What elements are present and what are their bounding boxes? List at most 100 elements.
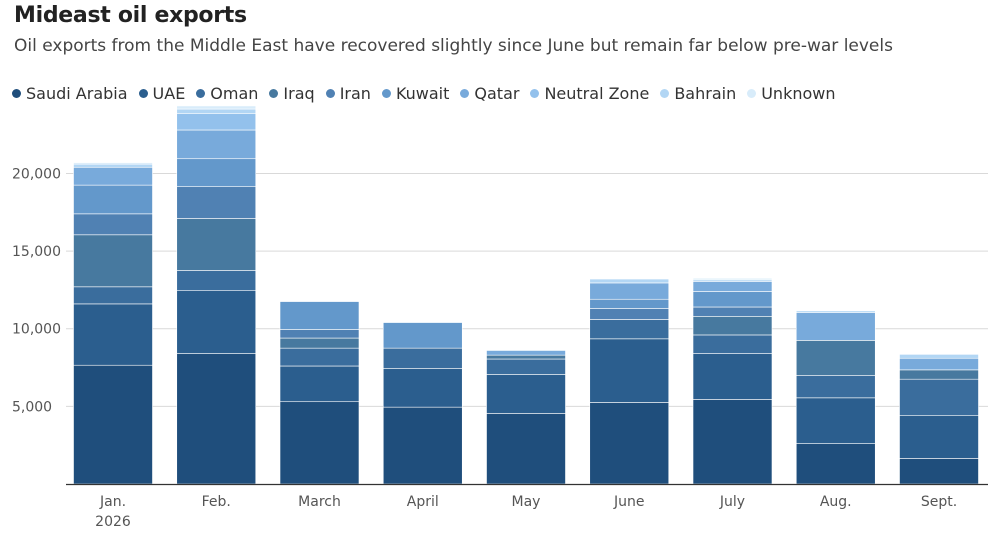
legend-label: Qatar	[474, 84, 520, 103]
y-tick-label: 10,000	[12, 322, 61, 338]
bar-segment	[899, 378, 979, 416]
bar-segment	[73, 163, 153, 168]
legend-swatch	[325, 89, 335, 98]
bar-segment	[279, 301, 360, 330]
y-tick-label: 20,000	[12, 166, 61, 182]
legend-swatch	[196, 89, 206, 98]
bar-segment	[692, 291, 773, 308]
legend-swatch	[460, 89, 470, 98]
y-tick-label: 5,000	[12, 399, 52, 415]
chart-title: Mideast oil exports	[14, 3, 247, 28]
legend-label: Neutral Zone	[544, 84, 650, 103]
bar-segment	[899, 458, 979, 485]
bar-segment	[692, 316, 773, 336]
bar-segment	[486, 374, 566, 414]
legend-swatch	[138, 89, 148, 98]
x-tick-label: April	[407, 494, 439, 510]
bar-segment	[73, 213, 153, 236]
legend-item: Kuwait	[381, 84, 450, 103]
bar-segment	[486, 350, 566, 356]
bar-segment	[176, 158, 257, 187]
bar-segment	[176, 186, 257, 219]
legend-label: Kuwait	[395, 84, 450, 103]
bar-segment	[795, 375, 876, 399]
legend-swatch	[381, 89, 391, 98]
x-tick-label: June	[613, 494, 645, 510]
bar-segment	[73, 364, 153, 485]
bar-segment	[795, 310, 876, 313]
bar-segment	[73, 162, 153, 165]
bar-segment	[176, 108, 257, 114]
legend-item: Bahrain	[660, 84, 736, 103]
bar-segment	[795, 340, 876, 376]
bar-segment	[382, 406, 463, 485]
bar-segment	[692, 306, 773, 317]
legend-item: Saudi Arabia	[12, 84, 128, 103]
bar-segment	[692, 281, 773, 292]
x-tick-label: July	[719, 494, 745, 510]
legend-label: Saudi Arabia	[26, 84, 128, 103]
bar-segment	[279, 401, 360, 485]
bar-segment	[176, 353, 257, 485]
bar-segment	[589, 282, 670, 300]
legend-item: Iraq	[269, 84, 315, 103]
legend-swatch	[530, 89, 540, 98]
bar-segment	[382, 368, 463, 408]
bar-segment	[692, 334, 773, 354]
bar-segment	[73, 234, 153, 288]
legend-item: Qatar	[460, 84, 519, 103]
bar-segment	[73, 184, 153, 215]
bar-segment	[692, 399, 773, 485]
bar-segment	[899, 357, 979, 371]
bar-segment	[589, 308, 670, 320]
bar-segment	[486, 413, 566, 485]
legend-label: Oman	[210, 84, 259, 103]
bar-segment	[176, 113, 257, 131]
x-tick-label: Jan.	[99, 494, 126, 510]
chart-legend: Saudi Arabia UAE Oman Iraq Iran Kuwait Qatar Ne…	[12, 84, 847, 103]
x-tick-label: May	[512, 494, 541, 510]
bar-segment	[279, 347, 360, 367]
legend-item: Unknown	[747, 84, 836, 103]
bar-segment	[589, 338, 670, 403]
legend-label: Iraq	[283, 84, 315, 103]
bar-segment	[279, 337, 360, 349]
bar-segment	[899, 415, 979, 459]
bar-segment	[589, 319, 670, 340]
bar-segment	[382, 322, 463, 349]
bar-segment	[795, 397, 876, 444]
bar-segment	[589, 298, 670, 309]
bar-segment	[176, 129, 257, 160]
bar-segment	[176, 270, 257, 291]
legend-label: Bahrain	[674, 84, 737, 103]
bar-segment	[73, 166, 153, 186]
chart-subtitle: Oil exports from the Middle East have re…	[14, 36, 893, 56]
legend-label: UAE	[152, 84, 186, 103]
bar-segment	[382, 347, 463, 369]
bar-segment	[589, 278, 670, 284]
bar-segment	[589, 402, 670, 485]
legend-swatch	[12, 89, 21, 98]
bar-segment	[73, 303, 153, 366]
legend-item: UAE	[138, 84, 186, 103]
bar-segment	[73, 286, 153, 305]
legend-swatch	[747, 89, 757, 98]
bar-segment	[176, 218, 257, 271]
x-tick-sublabel: 2026	[95, 514, 131, 530]
bar-segment	[486, 358, 566, 375]
legend-label: Unknown	[761, 84, 836, 103]
legend-swatch	[660, 89, 670, 98]
x-tick-label: Aug.	[820, 494, 852, 510]
bar-segment	[279, 329, 360, 339]
legend-item: Neutral Zone	[530, 84, 649, 103]
legend-item: Oman	[196, 84, 258, 103]
legend-item: Iran	[325, 84, 371, 103]
bar-segment	[692, 277, 773, 281]
bar-segment	[486, 354, 566, 360]
bar-segment	[382, 321, 463, 323]
x-tick-label: Sept.	[921, 494, 957, 510]
legend-swatch	[269, 89, 279, 98]
y-tick-label: 15,000	[12, 244, 61, 260]
bar-segment	[899, 354, 979, 359]
